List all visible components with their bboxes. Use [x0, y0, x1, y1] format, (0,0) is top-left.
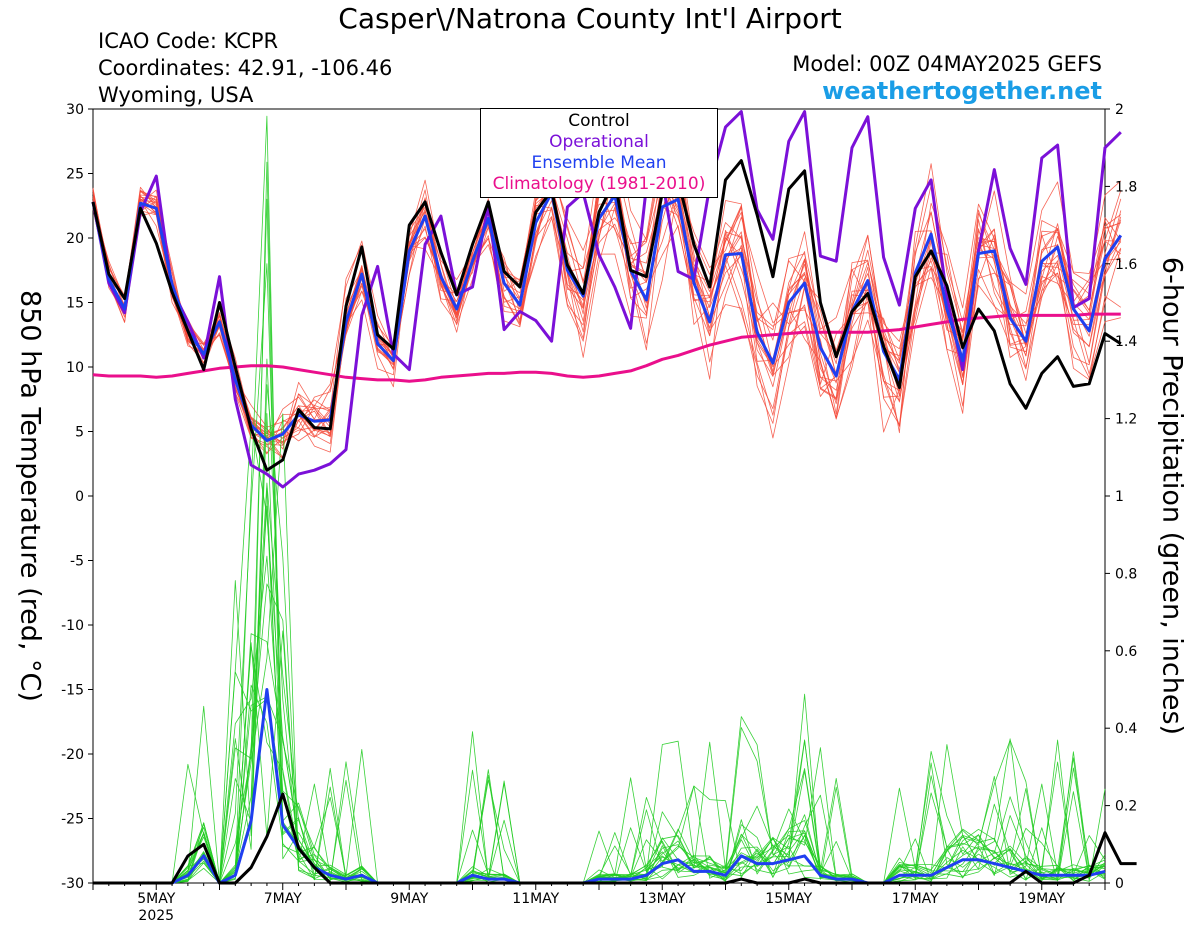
- ensemble-mean-temp-line: [91, 191, 1123, 442]
- legend: Control Operational Ensemble Mean Climat…: [480, 108, 718, 198]
- site-name: weathertogether.net: [822, 77, 1102, 105]
- legend-climatology: Climatology (1981-2010): [492, 174, 706, 194]
- legend-operational: Operational: [549, 132, 649, 152]
- ensemble-mean-precip-line: [93, 688, 1106, 885]
- y-left-tick-label: 15: [66, 296, 84, 312]
- x-tick-label: 15MAY: [765, 891, 812, 907]
- y-right-tick-label: 1.6: [1115, 257, 1137, 273]
- x-tick-label: 7MAY: [264, 891, 302, 907]
- y-left-tick-label: -5: [70, 554, 84, 570]
- x-tick-label: 11MAY: [512, 891, 559, 907]
- y-left-tick-label: 30: [66, 102, 84, 118]
- y-right-tick-label: 0: [1115, 876, 1124, 892]
- y-right-tick-label: 2: [1115, 102, 1124, 118]
- y-right-tick-label: 0.6: [1115, 644, 1137, 660]
- y-left-tick-label: 5: [75, 425, 84, 441]
- y-right-tick-label: 1.2: [1115, 412, 1137, 428]
- y-right-tick-label: 1.4: [1115, 334, 1137, 350]
- coordinates: Coordinates: 42.91, -106.46: [98, 56, 393, 80]
- precip-member-line: [93, 696, 1106, 884]
- y-left-tick-label: 10: [66, 360, 84, 376]
- axes: 302520151050-5-10-15-20-25-3021.81.61.41…: [61, 102, 1137, 924]
- y-left-tick-label: 20: [66, 231, 84, 247]
- y-left-tick-label: -30: [61, 876, 84, 892]
- y-left-tick-label: -15: [61, 683, 84, 699]
- x-tick-sublabel: 2025: [138, 908, 174, 924]
- x-tick-label: 19MAY: [1018, 891, 1065, 907]
- x-tick-label: 5MAY: [137, 891, 175, 907]
- y-axis-left-label: 850 hPa Temperature (red, °C): [14, 290, 46, 702]
- x-tick-label: 9MAY: [390, 891, 428, 907]
- model-run: Model: 00Z 04MAY2025 GEFS: [792, 52, 1102, 76]
- y-right-tick-label: 0.4: [1115, 721, 1137, 737]
- precip-member-line: [93, 358, 1106, 884]
- y-right-tick-label: 1: [1115, 489, 1124, 505]
- operational-temp-line: [91, 110, 1122, 489]
- y-right-tick-label: 0.8: [1115, 566, 1137, 582]
- y-right-tick-label: 0.2: [1115, 799, 1137, 815]
- legend-control: Control: [568, 111, 630, 131]
- region: Wyoming, USA: [98, 83, 254, 107]
- y-right-tick-label: 1.8: [1115, 179, 1137, 195]
- y-left-tick-label: -10: [61, 618, 84, 634]
- y-left-tick-label: -20: [61, 747, 84, 763]
- y-left-tick-label: -25: [61, 812, 84, 828]
- y-left-tick-label: 0: [75, 489, 84, 505]
- x-tick-label: 13MAY: [639, 891, 686, 907]
- x-tick-label: 17MAY: [892, 891, 939, 907]
- y-axis-right-label: 6-hour Precipitation (green, inches): [1156, 256, 1188, 736]
- chart-title: Casper\/Natrona County Int'l Airport: [338, 2, 842, 35]
- y-left-tick-label: 25: [66, 167, 84, 183]
- icao-code: ICAO Code: KCPR: [98, 29, 279, 53]
- legend-ensemble-mean: Ensemble Mean: [531, 153, 667, 173]
